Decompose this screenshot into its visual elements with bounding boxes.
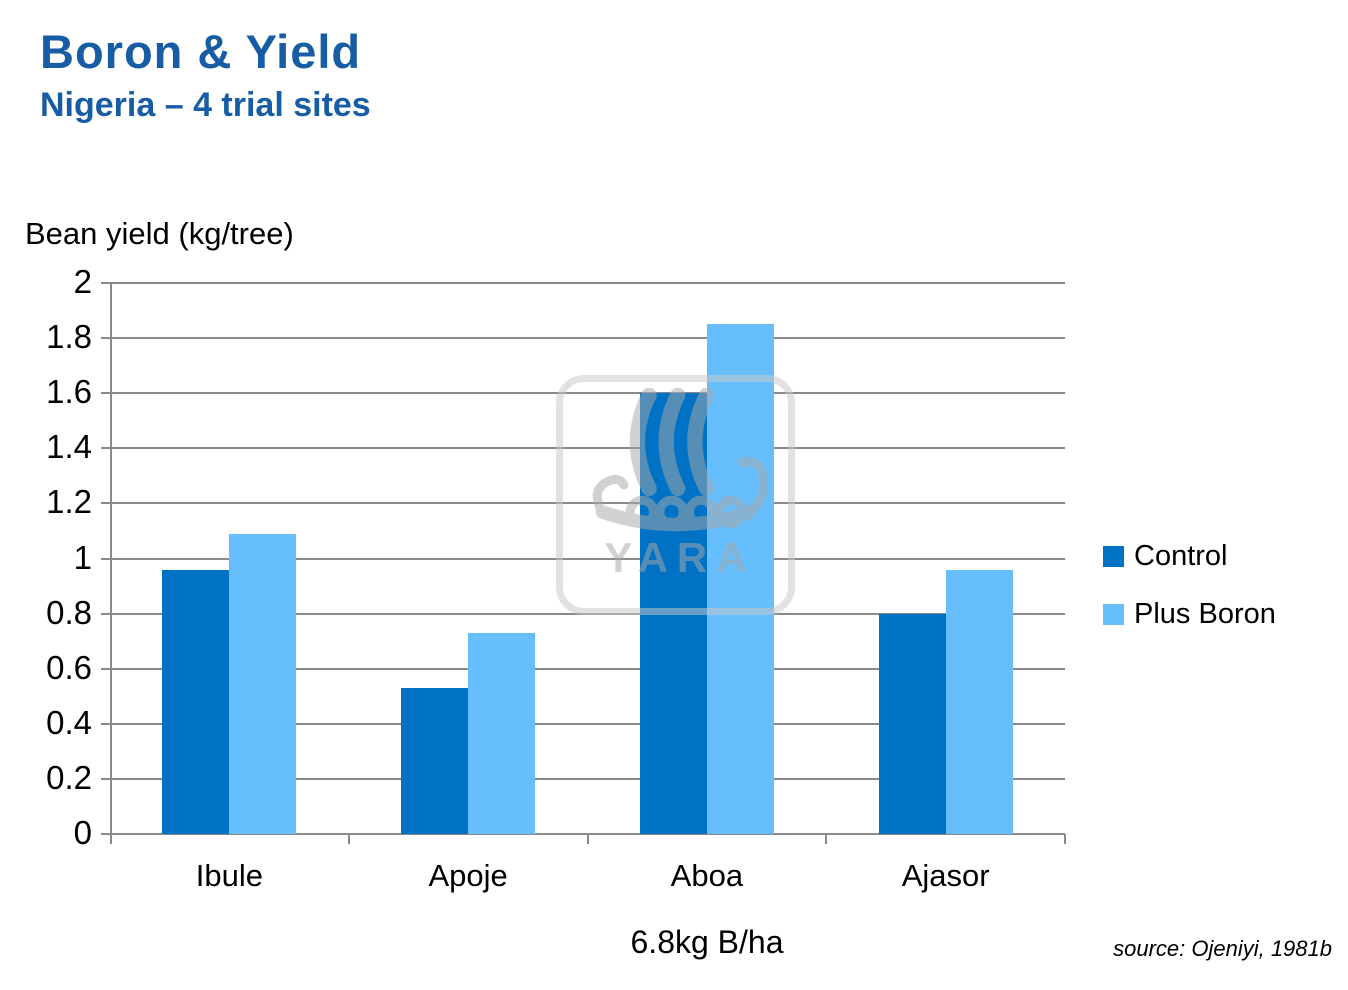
y-tick-mark — [101, 282, 110, 284]
bar-plus-boron-ibule — [229, 533, 297, 834]
gridline — [110, 447, 1065, 450]
y-tick-mark — [101, 667, 110, 670]
watermark-text: YARA — [604, 534, 756, 581]
watermark: YARA — [556, 375, 795, 615]
y-tick-label: 1.8 — [46, 318, 92, 356]
y-axis-title: Bean yield (kg/tree) — [25, 216, 294, 251]
bar-plus-boron-ajasor — [945, 569, 1013, 834]
bar-control-ibule — [162, 569, 230, 834]
y-tick-mark — [101, 722, 110, 725]
y-tick-label: 1.2 — [46, 483, 92, 521]
gridline — [110, 722, 1065, 725]
y-tick-label: 0.4 — [46, 703, 92, 741]
page-subtitle: Nigeria – 4 trial sites — [40, 86, 371, 124]
legend-label: Plus Boron — [1134, 598, 1276, 630]
y-tick-label: 1.4 — [46, 428, 92, 466]
bar-control-apoje — [401, 687, 469, 834]
y-tick-label: 0 — [73, 814, 92, 851]
y-tick-label: 2 — [73, 263, 92, 300]
y-tick-mark — [101, 502, 110, 505]
gridline — [110, 502, 1065, 505]
x-category-label: Ajasor — [901, 858, 990, 893]
legend-marker-plus-boron — [1103, 604, 1124, 625]
page-title: Boron & Yield — [40, 25, 362, 78]
x-category-label: Ibule — [195, 858, 263, 893]
bar-control-ajasor — [878, 613, 946, 834]
y-tick-label: 1 — [73, 538, 92, 576]
legend-label: Control — [1134, 540, 1228, 572]
x-tick-mark — [1064, 834, 1066, 844]
bar-plus-boron-apoje — [468, 632, 536, 834]
viking-ship-icon — [592, 388, 768, 532]
legend-item-plus-boron: Plus Boron — [1103, 598, 1276, 631]
y-tick-mark — [101, 337, 110, 340]
y-tick-mark — [101, 833, 110, 835]
source-citation: source: Ojeniyi, 1981b — [1113, 936, 1332, 961]
gridline — [110, 282, 1065, 284]
y-tick-mark — [101, 777, 110, 780]
y-tick-label: 0.8 — [46, 593, 92, 631]
gridline — [110, 337, 1065, 340]
gridline — [110, 777, 1065, 780]
bar-plus-boron-aboa — [706, 324, 774, 834]
x-tick-mark — [586, 834, 589, 844]
y-tick-mark — [101, 392, 110, 395]
x-tick-mark — [347, 834, 350, 844]
y-tick-mark — [101, 612, 110, 615]
x-category-label: Aboa — [670, 858, 744, 893]
x-axis-caption: 6.8kg B/ha — [630, 924, 784, 960]
gridline — [110, 667, 1065, 670]
legend-item-control: Control — [1103, 540, 1276, 573]
y-tick-label: 0.2 — [46, 758, 92, 796]
gridline — [110, 392, 1065, 395]
x-tick-mark — [825, 834, 828, 844]
y-axis-line — [110, 283, 112, 844]
y-tick-mark — [101, 557, 110, 560]
y-tick-label: 1.6 — [46, 373, 92, 411]
y-tick-mark — [101, 447, 110, 450]
legend-marker-control — [1103, 546, 1124, 567]
gridline — [110, 557, 1065, 560]
legend: Control Plus Boron — [1103, 540, 1276, 656]
x-category-label: Apoje — [428, 858, 508, 893]
y-tick-label: 0.6 — [46, 648, 92, 686]
